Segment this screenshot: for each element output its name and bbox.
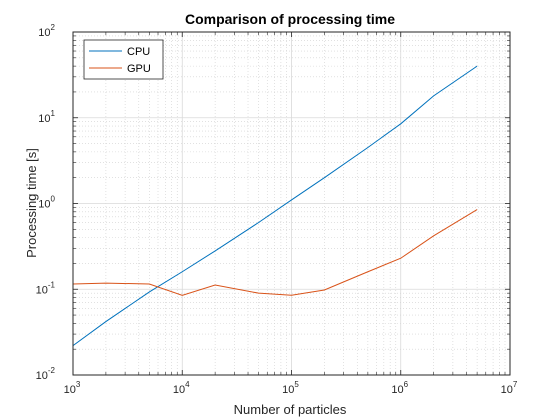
y-tick-label: 10-2 bbox=[36, 366, 56, 382]
y-tick-labels: 10-2 10-1 100 101 102 bbox=[36, 23, 56, 382]
y-tick-label: 102 bbox=[38, 23, 55, 39]
grid bbox=[72, 32, 510, 376]
y-tick-label: 100 bbox=[38, 195, 55, 211]
legend-label-cpu: CPU bbox=[127, 46, 150, 58]
x-tick-labels: 103 104 105 106 107 bbox=[64, 380, 518, 396]
legend-box bbox=[83, 39, 164, 80]
x-tick-label: 105 bbox=[282, 380, 299, 396]
x-tick-label: 106 bbox=[391, 380, 408, 396]
series-layer bbox=[72, 65, 478, 347]
chart-title: Comparison of processing time bbox=[185, 11, 395, 27]
legend-label-gpu: GPU bbox=[127, 63, 151, 75]
tick-marks bbox=[72, 32, 510, 376]
y-tick-label: 10-1 bbox=[36, 280, 56, 296]
y-tick-label: 101 bbox=[38, 109, 55, 125]
x-tick-label: 104 bbox=[173, 380, 190, 396]
x-axis-label: Number of particles bbox=[234, 402, 347, 417]
series-line-cpu bbox=[72, 65, 478, 347]
x-tick-label: 107 bbox=[501, 380, 518, 396]
x-tick-label: 103 bbox=[64, 380, 81, 396]
y-axis-label: Processing time [s] bbox=[24, 148, 39, 258]
series-line-gpu bbox=[72, 209, 478, 296]
legend: CPU GPU bbox=[83, 39, 164, 80]
